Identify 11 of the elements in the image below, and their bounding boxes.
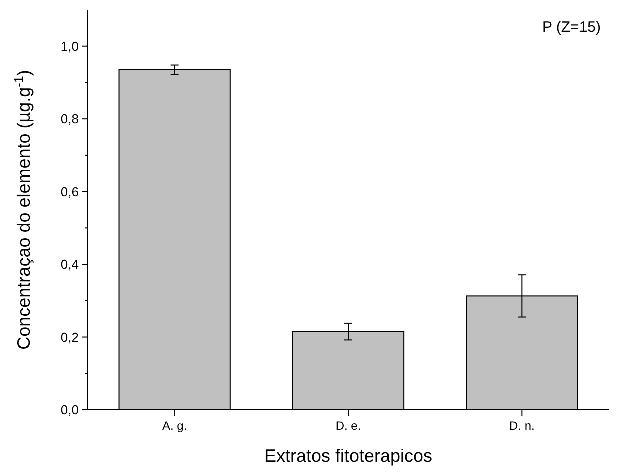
y-tick-label: 0,2 xyxy=(60,330,79,345)
y-tick-label: 0,4 xyxy=(60,257,79,272)
y-tick-label: 0,0 xyxy=(60,402,79,418)
annotation: P (Z=15) xyxy=(542,19,602,36)
y-tick-label: 0,6 xyxy=(60,184,79,200)
x-tick-label: D. n. xyxy=(509,419,535,433)
y-tick-label: 0,8 xyxy=(60,112,79,127)
y-tick-label: 1,0 xyxy=(60,38,79,54)
x-tick-label: D. e. xyxy=(336,419,362,433)
x-tick-label: A. g. xyxy=(162,419,188,433)
x-axis-title: Extratos fitoterapicos xyxy=(264,446,433,466)
